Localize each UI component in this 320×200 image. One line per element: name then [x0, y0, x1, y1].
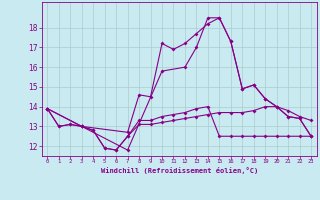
X-axis label: Windchill (Refroidissement éolien,°C): Windchill (Refroidissement éolien,°C) — [100, 167, 258, 174]
